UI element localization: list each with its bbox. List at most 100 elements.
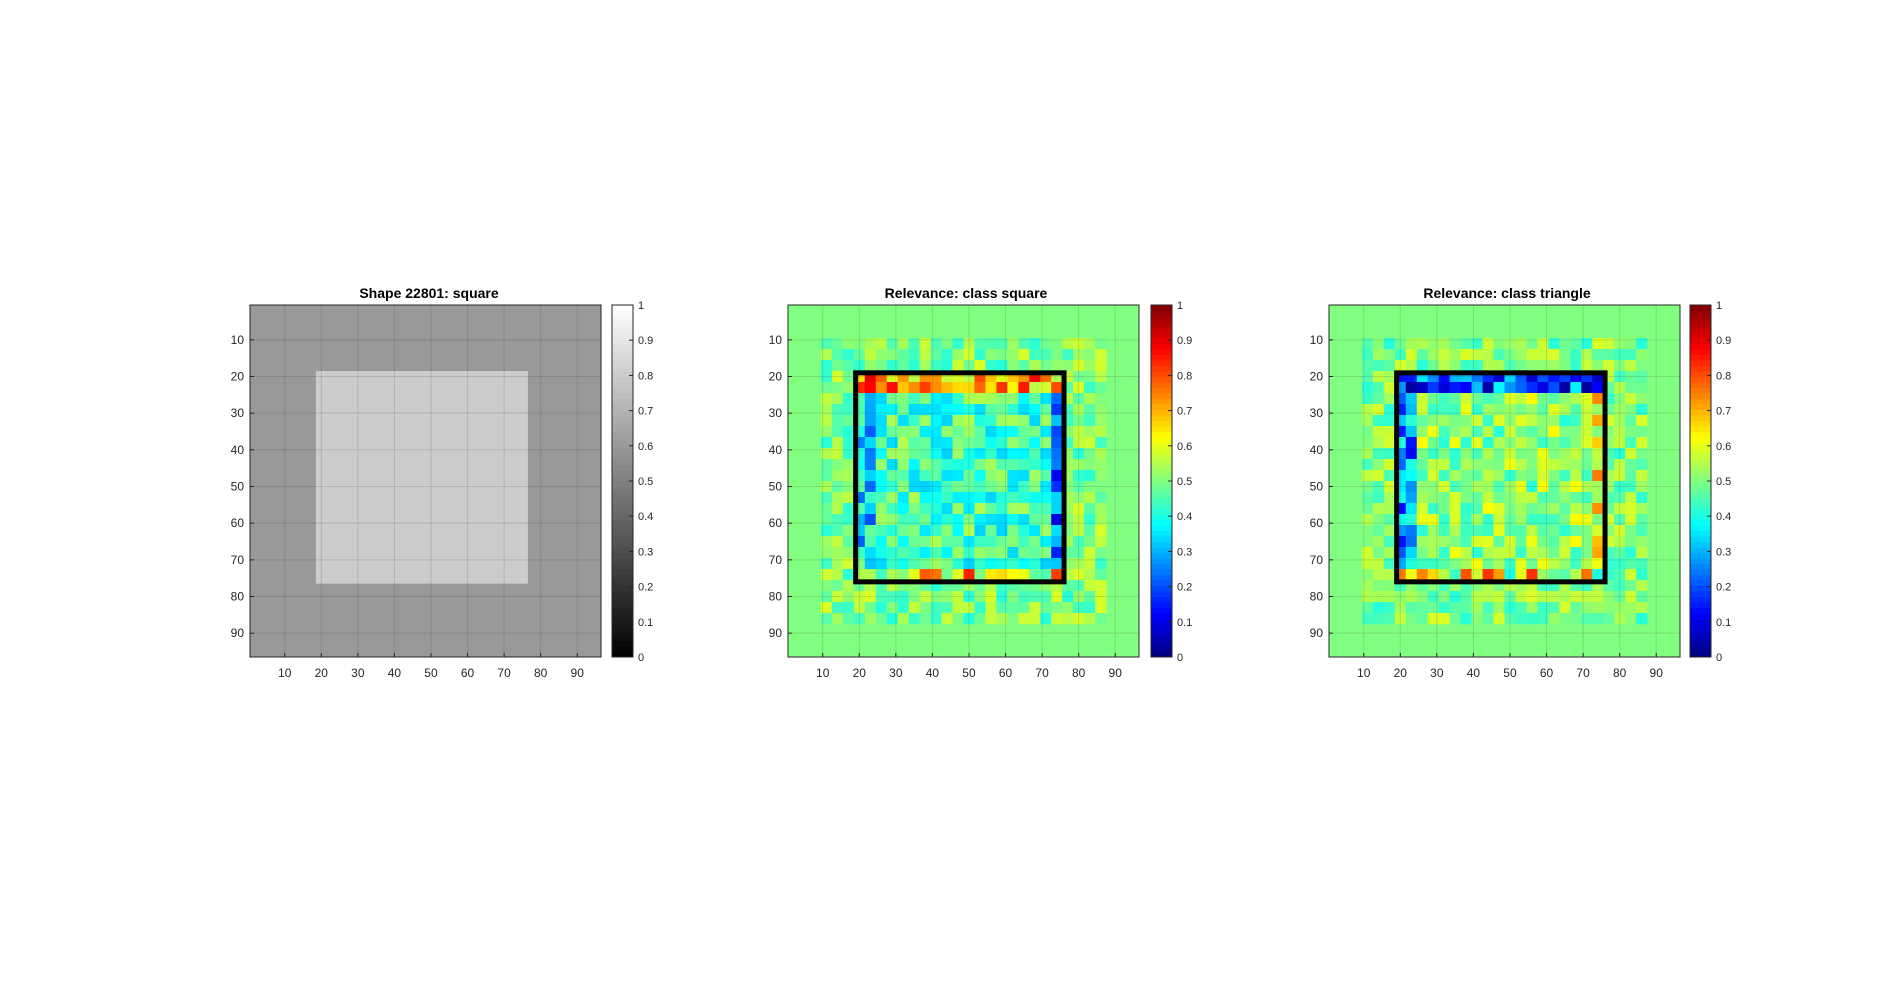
heatmap-cell bbox=[1095, 459, 1107, 471]
heatmap-cell bbox=[985, 547, 997, 559]
colorbar-segment bbox=[1690, 453, 1711, 460]
heatmap-cell bbox=[1570, 426, 1582, 438]
heatmap-cell bbox=[1460, 415, 1472, 427]
heatmap-cell bbox=[1405, 371, 1418, 383]
y-tick-label: 60 bbox=[769, 516, 783, 530]
heatmap-cell bbox=[1636, 437, 1648, 449]
colorbar-segment bbox=[1151, 514, 1172, 520]
heatmap-cell bbox=[1548, 470, 1560, 482]
colorbar-segment bbox=[1151, 349, 1172, 355]
colorbar-segment bbox=[612, 613, 633, 619]
heatmap-cell bbox=[930, 591, 942, 603]
heatmap-cell bbox=[1051, 602, 1063, 614]
y-tick-label: 40 bbox=[231, 443, 245, 457]
heatmap-cell bbox=[886, 360, 898, 372]
heatmap-cell bbox=[952, 349, 964, 361]
heatmap-cell bbox=[1029, 470, 1041, 482]
heatmap-cell bbox=[1460, 547, 1472, 559]
colorbar-tick-label: 0.4 bbox=[1716, 511, 1731, 523]
heatmap-cell bbox=[1062, 602, 1074, 614]
heatmap-cell bbox=[842, 580, 855, 592]
heatmap-cell bbox=[963, 613, 975, 625]
heatmap-cell bbox=[1416, 349, 1429, 361]
heatmap-cell bbox=[1449, 338, 1461, 350]
heatmap-cell bbox=[1482, 426, 1494, 438]
colorbar-segment bbox=[1151, 426, 1172, 432]
heatmap-cell bbox=[1548, 404, 1560, 416]
colorbar-segment bbox=[1151, 497, 1172, 504]
heatmap-cell bbox=[820, 448, 833, 460]
heatmap-cell bbox=[875, 360, 888, 372]
heatmap-cell bbox=[963, 404, 975, 416]
heatmap-cell bbox=[1614, 371, 1626, 383]
heatmap-cell bbox=[1427, 580, 1439, 592]
colorbar-tick-label: 0.3 bbox=[638, 546, 653, 558]
heatmap-cell bbox=[952, 382, 964, 394]
heatmap-cell bbox=[864, 371, 877, 383]
heatmap-cell bbox=[1614, 338, 1626, 350]
heatmap-cell bbox=[952, 580, 964, 592]
heatmap-cell bbox=[941, 514, 953, 526]
heatmap-cell bbox=[1084, 360, 1096, 372]
heatmap-cell bbox=[853, 591, 866, 603]
heatmap-cell bbox=[1051, 349, 1063, 361]
heatmap-cell bbox=[1438, 349, 1450, 361]
colorbar-tick-label: 0.3 bbox=[1716, 546, 1731, 558]
heatmap-cell bbox=[820, 602, 833, 614]
heatmap-cell bbox=[1383, 382, 1396, 394]
heatmap-cell bbox=[1416, 459, 1429, 471]
heatmap-cell bbox=[996, 448, 1008, 460]
heatmap-cell bbox=[1581, 481, 1593, 493]
heatmap-cell bbox=[842, 448, 855, 460]
heatmap-cell bbox=[875, 591, 888, 603]
heatmap-cell bbox=[1592, 426, 1604, 438]
heatmap-cell bbox=[919, 448, 931, 460]
heatmap-cell bbox=[1614, 415, 1626, 427]
heatmap-cell bbox=[1537, 415, 1549, 427]
heatmap-cell bbox=[1095, 492, 1107, 504]
heatmap-cell bbox=[1504, 382, 1516, 394]
heatmap-cell bbox=[1007, 536, 1019, 548]
heatmap-cell bbox=[985, 602, 997, 614]
heatmap-cell bbox=[1526, 349, 1538, 361]
colorbar-segment bbox=[1151, 409, 1172, 416]
heatmap-cell bbox=[864, 514, 877, 526]
heatmap-cell bbox=[996, 525, 1008, 537]
heatmap-cell bbox=[1625, 569, 1637, 581]
colorbar-segment bbox=[612, 552, 633, 559]
heatmap-cell bbox=[1493, 448, 1505, 460]
colorbar-segment bbox=[1690, 602, 1711, 608]
heatmap-cell bbox=[1416, 470, 1429, 482]
heatmap-cell bbox=[1361, 547, 1374, 559]
heatmap-cell bbox=[1581, 371, 1593, 383]
heatmap-cell bbox=[1449, 404, 1461, 416]
colorbar-segment bbox=[612, 497, 633, 504]
heatmap-cell bbox=[1051, 481, 1063, 493]
heatmap-cell bbox=[1449, 415, 1461, 427]
colorbar-segment bbox=[612, 607, 633, 614]
heatmap-cell bbox=[875, 371, 888, 383]
heatmap-cell bbox=[1040, 470, 1052, 482]
heatmap-cell bbox=[1504, 371, 1516, 383]
heatmap-cell bbox=[996, 371, 1008, 383]
heatmap-cell bbox=[1095, 580, 1107, 592]
heatmap-cell bbox=[1493, 470, 1505, 482]
heatmap-cell bbox=[930, 437, 942, 449]
heatmap-cell bbox=[1084, 338, 1096, 350]
heatmap-cell bbox=[1570, 437, 1582, 449]
heatmap-cell bbox=[908, 382, 920, 394]
heatmap-cell bbox=[941, 569, 953, 581]
heatmap-cell bbox=[1018, 470, 1030, 482]
heatmap-cell bbox=[864, 470, 877, 482]
x-tick-label: 80 bbox=[1613, 666, 1627, 680]
heatmap-cell bbox=[1018, 371, 1030, 383]
heatmap-cell bbox=[1581, 525, 1593, 537]
heatmap-cell bbox=[1062, 569, 1074, 581]
heatmap-cell bbox=[1007, 514, 1019, 526]
heatmap-cell bbox=[1548, 580, 1560, 592]
heatmap-cell bbox=[1526, 514, 1538, 526]
heatmap-cell bbox=[908, 547, 920, 559]
heatmap-cell bbox=[1570, 349, 1582, 361]
colorbar-segment bbox=[1151, 508, 1172, 515]
